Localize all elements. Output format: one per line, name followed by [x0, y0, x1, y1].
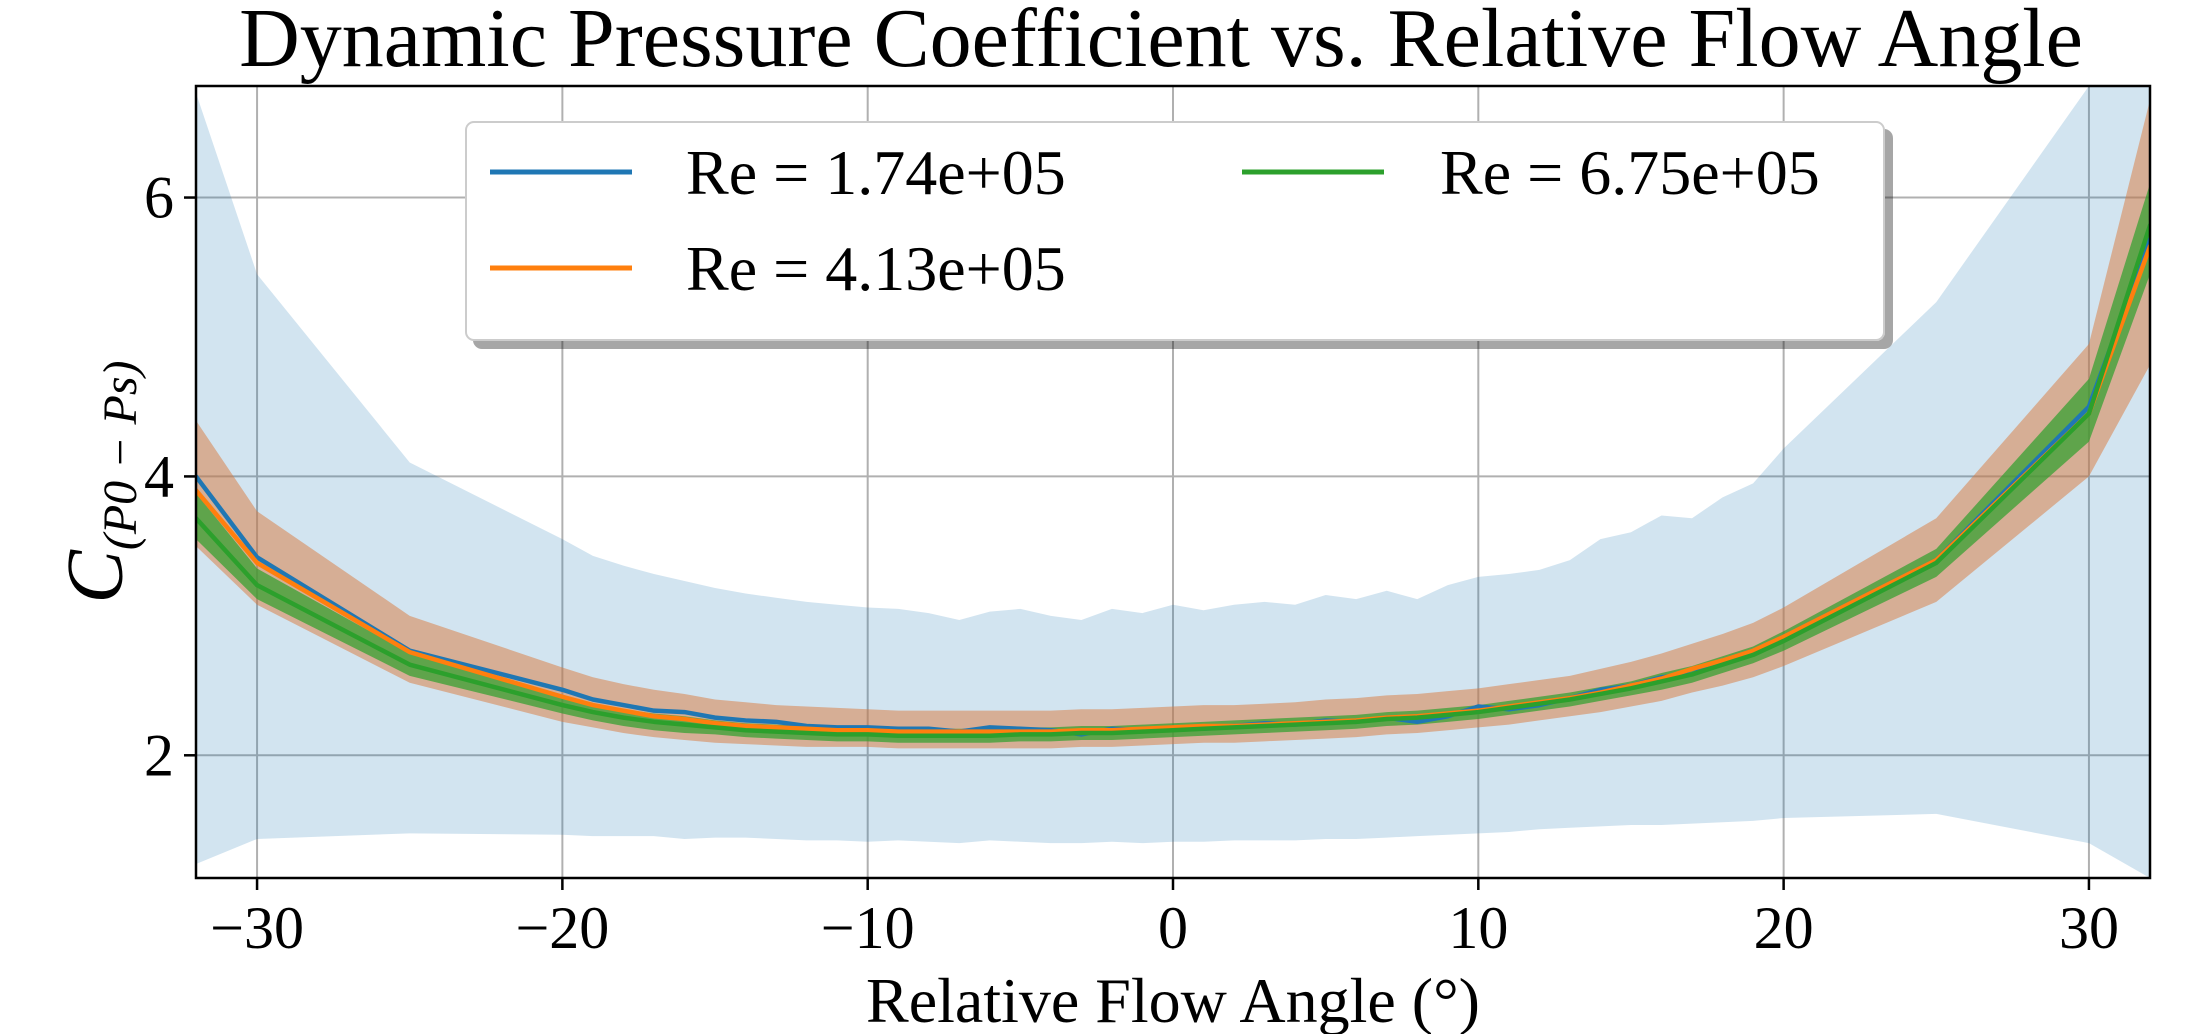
- x-tick-label: 0: [1158, 895, 1188, 961]
- y-axis-ticks: 2 4 6: [144, 165, 196, 788]
- x-axis-label: Relative Flow Angle (°): [866, 965, 1480, 1034]
- y-tick-label: 2: [144, 722, 174, 788]
- y-tick-label: 4: [144, 443, 174, 509]
- x-tick-label: −20: [515, 895, 609, 961]
- series-lines: [196, 223, 2150, 739]
- svg-text:C(P0 − Ps): C(P0 − Ps): [52, 360, 147, 603]
- x-axis-ticks: −30 −20 −10 0 10 20 30: [210, 878, 2119, 961]
- y-axis-label-main: C: [52, 549, 140, 604]
- line-series-2: [196, 244, 2150, 734]
- chart-title: Dynamic Pressure Coefficient vs. Relativ…: [239, 0, 2083, 85]
- legend-label-series-2: Re = 4.13e+05: [686, 233, 1066, 304]
- legend-box: [465, 121, 1885, 341]
- legend-label-series-3: Re = 6.75e+05: [1440, 137, 1820, 208]
- legend-label-series-1: Re = 1.74e+05: [686, 137, 1066, 208]
- x-tick-label: 10: [1448, 895, 1508, 961]
- x-tick-label: −10: [821, 895, 915, 961]
- y-axis-label: C(P0 − Ps): [52, 360, 147, 603]
- y-axis-label-subscript: (P0 − Ps): [94, 360, 147, 550]
- y-tick-label: 6: [144, 165, 174, 231]
- x-tick-label: 20: [1754, 895, 1814, 961]
- legend: Re = 1.74e+05 Re = 4.13e+05 Re = 6.75e+05: [465, 121, 1885, 341]
- x-tick-label: −30: [210, 895, 304, 961]
- x-tick-label: 30: [2059, 895, 2119, 961]
- line-series-3: [196, 223, 2150, 739]
